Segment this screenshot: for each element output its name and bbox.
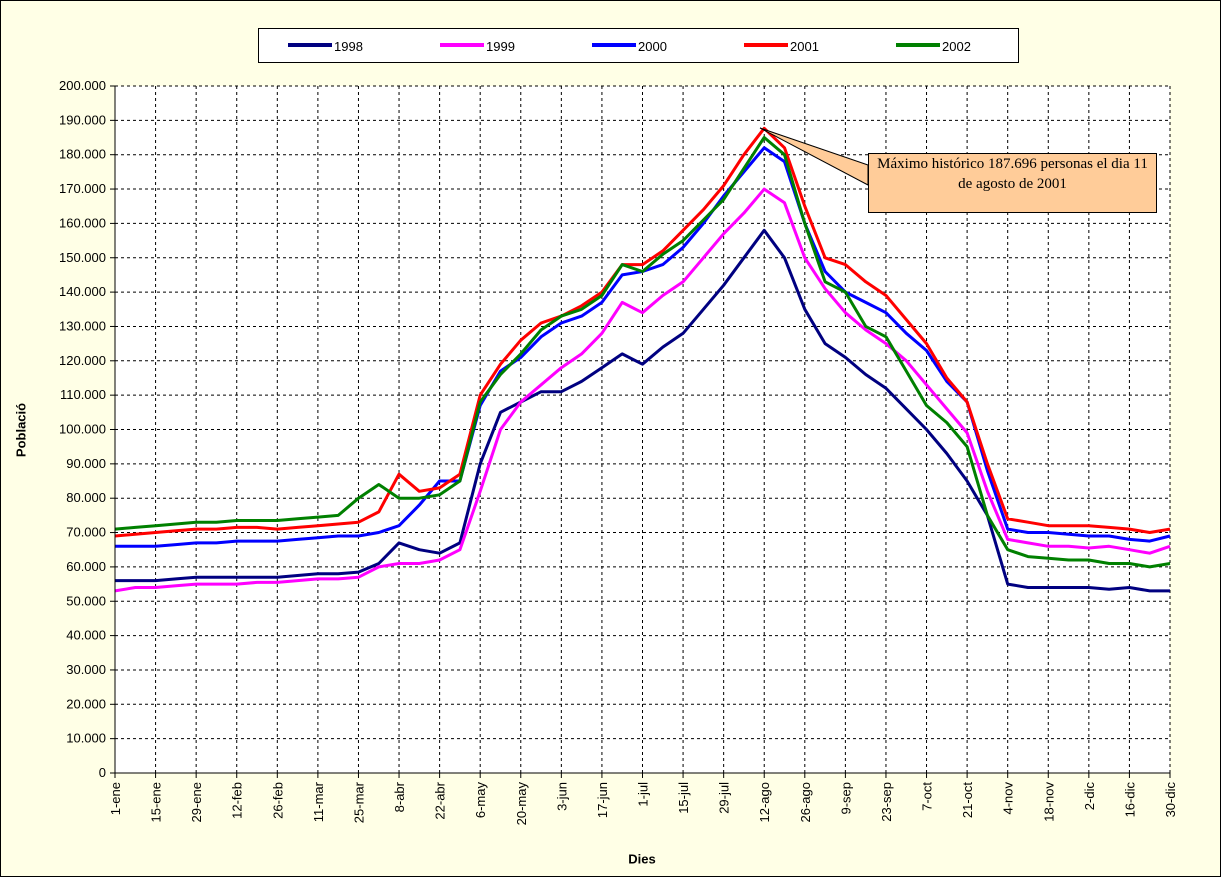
- x-tick-label: 11-mar: [311, 781, 326, 822]
- x-tick-label: 8-abr: [392, 781, 407, 812]
- series-line: [114, 187, 1171, 593]
- y-tick-label: 80.000: [66, 490, 106, 505]
- y-tick-label: 180.000: [59, 147, 106, 162]
- x-tick-label: 26-feb: [270, 782, 285, 819]
- series-line: [114, 136, 1171, 569]
- y-tick-label: 170.000: [59, 181, 106, 196]
- x-tick-label: 15-ene: [149, 782, 164, 822]
- x-tick-label: 26-ago: [798, 782, 813, 822]
- x-tick-label: 18-nov: [1041, 782, 1056, 822]
- annotation: Máximo histórico 187.696 personas el dia…: [868, 153, 1157, 213]
- x-tick-label: 1-jul: [636, 782, 651, 807]
- series-line: [115, 228, 1170, 593]
- x-tick-label: 22-abr: [433, 781, 448, 819]
- x-tick-label: 4-nov: [1001, 782, 1016, 815]
- y-tick-label: 130.000: [59, 318, 106, 333]
- legend-label: 2001: [790, 39, 819, 54]
- x-tick-label: 2-dic: [1082, 782, 1097, 811]
- x-tick-label: 3-jun: [554, 782, 569, 811]
- y-axis-title: Població: [13, 403, 28, 457]
- x-tick-label: 12-feb: [230, 782, 245, 819]
- legend-label: 2000: [638, 39, 667, 54]
- y-tick-label: 140.000: [59, 284, 106, 299]
- y-tick-label: 110.000: [60, 387, 106, 402]
- y-tick-label: 150.000: [59, 250, 106, 265]
- y-tick-label: 10.000: [66, 731, 106, 746]
- y-tick-label: 190.000: [59, 112, 106, 127]
- x-tick-label: 6-may: [473, 782, 488, 819]
- x-tick-label: 7-oct: [920, 782, 935, 811]
- y-tick-label: 20.000: [66, 696, 106, 711]
- y-tick-label: 30.000: [66, 662, 106, 677]
- x-tick-label: 9-sep: [838, 782, 853, 815]
- x-tick-label: 29-ene: [189, 782, 204, 822]
- x-tick-label: 15-jul: [676, 782, 691, 814]
- grid: [115, 85, 1171, 773]
- y-tick-label: 120.000: [59, 353, 106, 368]
- legend-label: 1999: [486, 39, 515, 54]
- legend: [258, 28, 1019, 63]
- x-tick-label: 23-sep: [879, 782, 894, 822]
- x-tick-label: 12-ago: [757, 782, 772, 822]
- legend-label: 2002: [942, 39, 971, 54]
- y-tick-label: 60.000: [66, 559, 106, 574]
- y-tick-label: 160.000: [59, 215, 106, 230]
- x-tick-label: 21-oct: [960, 782, 975, 819]
- series-line: [114, 126, 1171, 538]
- x-tick-label: 30-dic: [1163, 782, 1178, 818]
- legend-label: 1998: [334, 39, 363, 54]
- series-lines: [114, 126, 1171, 593]
- x-tick-label: 17-jun: [595, 782, 610, 818]
- y-tick-label: 200.000: [59, 78, 106, 93]
- y-tick-label: 50.000: [66, 593, 106, 608]
- x-axis-title: Dies: [628, 851, 655, 866]
- y-tick-label: 40.000: [66, 628, 106, 643]
- x-tick-label: 29-jul: [717, 782, 732, 814]
- y-tick-label: 100.000: [59, 422, 106, 437]
- y-tick-label: 70.000: [66, 525, 106, 540]
- x-tick-label: 25-mar: [351, 781, 366, 823]
- x-tick-label: 16-dic: [1122, 782, 1137, 818]
- x-tick-label: 20-may: [514, 782, 529, 826]
- y-tick-label: 0: [99, 765, 106, 780]
- y-tick-label: 90.000: [66, 456, 106, 471]
- x-tick-label: 1-ene: [108, 782, 123, 815]
